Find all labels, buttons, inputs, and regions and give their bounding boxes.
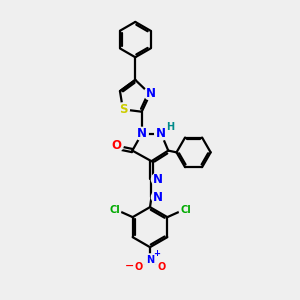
Circle shape [155, 261, 168, 274]
Text: Cl: Cl [180, 205, 191, 215]
Text: H: H [167, 122, 175, 132]
Circle shape [152, 173, 164, 186]
Circle shape [144, 87, 157, 100]
Text: O: O [158, 262, 166, 272]
Text: O: O [112, 139, 122, 152]
Text: O: O [134, 262, 142, 272]
Circle shape [152, 190, 164, 204]
Text: N: N [146, 87, 156, 100]
Circle shape [132, 261, 145, 274]
Text: N: N [137, 127, 147, 140]
Text: N: N [156, 127, 166, 140]
Circle shape [116, 103, 129, 116]
Text: N: N [146, 255, 154, 266]
Text: +: + [153, 249, 160, 258]
Circle shape [135, 127, 148, 140]
Text: N: N [153, 190, 163, 204]
Circle shape [143, 254, 157, 267]
Text: −: − [125, 261, 135, 271]
Circle shape [108, 204, 121, 217]
Text: N: N [153, 173, 163, 186]
Text: S: S [119, 103, 127, 116]
Text: Cl: Cl [109, 205, 120, 215]
Circle shape [155, 127, 168, 140]
Circle shape [179, 204, 192, 217]
Circle shape [110, 139, 123, 152]
